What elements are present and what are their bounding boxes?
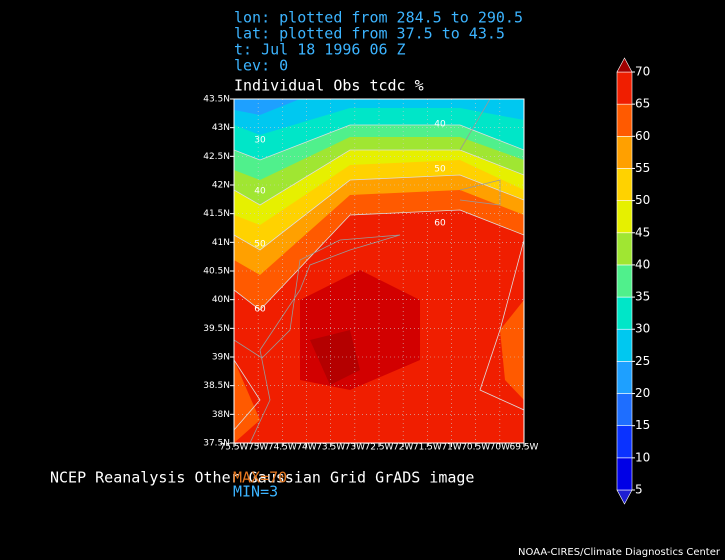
colorbar-label: 45 — [635, 225, 650, 239]
contour-label: 40 — [434, 120, 446, 130]
colorbar-swatch — [616, 71, 633, 105]
y-tick-label: 38.5N — [203, 381, 230, 391]
contour-label: 60 — [434, 219, 446, 229]
x-tick-label: 73W — [345, 443, 365, 453]
colorbar-label: 50 — [635, 193, 650, 207]
x-tick-label: 69.5W — [510, 443, 539, 453]
x-tick-label: 70W — [490, 443, 510, 453]
fill-band — [310, 330, 360, 385]
colorbar-label: 40 — [635, 257, 650, 271]
y-tick-label: 39.5N — [203, 324, 230, 334]
x-tick-label: 75.5W — [220, 443, 249, 453]
x-tick-label: 74W — [296, 443, 316, 453]
contour-lines — [234, 124, 524, 431]
y-tick-label: 43.5N — [203, 95, 230, 105]
x-tick-label: 73.5W — [316, 443, 345, 453]
colorbar-end — [616, 57, 633, 73]
colorbar-swatch — [616, 103, 633, 137]
y-tick-label: 39N — [212, 353, 230, 363]
x-tick-label: 74.5W — [268, 443, 297, 453]
colorbar-end — [616, 489, 633, 505]
colorbar-swatch — [616, 328, 633, 362]
y-tick-label: 38N — [212, 410, 230, 420]
fill-band — [234, 99, 300, 115]
contour-label: 30 — [254, 136, 266, 146]
footer: NCEP Reanalysis Other Gaussian Grid GrAD… — [50, 469, 474, 487]
header-line: lev: 0 — [234, 57, 288, 75]
x-tick-label: 71W — [441, 443, 461, 453]
x-tick-label: 71.5W — [413, 443, 442, 453]
x-tick-label: 72.5W — [365, 443, 394, 453]
plot-frame — [233, 98, 525, 444]
contour-labels: 30 40 50 60 40 50 60 — [254, 120, 446, 315]
colorbar-label: 10 — [635, 450, 650, 464]
colorbar-label: 70 — [635, 65, 650, 79]
y-tick-label: 41N — [212, 238, 230, 248]
contour-label: 60 — [254, 305, 266, 315]
colorbar-swatch — [616, 361, 633, 394]
colorbar-label: 20 — [635, 386, 650, 400]
colorbar-label: 60 — [635, 129, 650, 143]
min-label: MIN=3 — [233, 483, 278, 501]
y-tick-label: 42N — [212, 181, 230, 191]
header-line: lon: plotted from 284.5 to 290.5 — [234, 9, 523, 27]
colorbar-label: 55 — [635, 161, 650, 175]
contour-label: 50 — [434, 165, 446, 175]
colorbar-swatch — [616, 393, 633, 426]
plot-title: Individual Obs tcdc % — [234, 77, 424, 95]
colorbar: 5 10 15 20 25 30 35 40 45 50 55 60 65 70 — [616, 57, 650, 505]
x-tick-label: 72W — [393, 443, 413, 453]
y-tick-label: 40N — [212, 295, 230, 305]
colorbar-swatch — [616, 457, 633, 491]
header-line: t: Jul 18 1996 06 Z — [234, 41, 406, 59]
contour-label: 50 — [254, 240, 266, 250]
contour-label: 40 — [254, 187, 266, 197]
colorbar-label: 35 — [635, 290, 650, 304]
colorbar-label: 65 — [635, 97, 650, 111]
x-tick-label: 70.5W — [461, 443, 490, 453]
y-tick-label: 41.5N — [203, 209, 230, 219]
colorbar-swatch — [616, 425, 633, 459]
colorbar-swatch — [616, 264, 633, 298]
colorbar-swatch — [616, 136, 633, 169]
colorbar-label: 25 — [635, 354, 650, 368]
colorbar-label: 5 — [635, 483, 643, 497]
header-line: lat: plotted from 37.5 to 43.5 — [234, 25, 505, 43]
y-tick-label: 40.5N — [203, 267, 230, 277]
colorbar-swatch — [616, 168, 633, 201]
y-tick-label: 43N — [212, 123, 230, 133]
colorbar-label: 30 — [635, 322, 650, 336]
colorbar-label: 15 — [635, 418, 650, 432]
y-tick-label: 37.5N — [203, 439, 230, 449]
max-label: MAX=70 — [233, 469, 287, 487]
colorbar-swatch — [616, 296, 633, 330]
header: lon: plotted from 284.5 to 290.5 lat: pl… — [234, 9, 523, 75]
colorbar-swatch — [616, 200, 633, 234]
x-tick-label: 75W — [248, 443, 268, 453]
y-tick-label: 42.5N — [203, 152, 230, 162]
colorbar-swatch — [616, 232, 633, 266]
fill-band — [500, 300, 524, 400]
credit: NOAA-CIRES/Climate Diagnostics Center — [518, 547, 721, 558]
